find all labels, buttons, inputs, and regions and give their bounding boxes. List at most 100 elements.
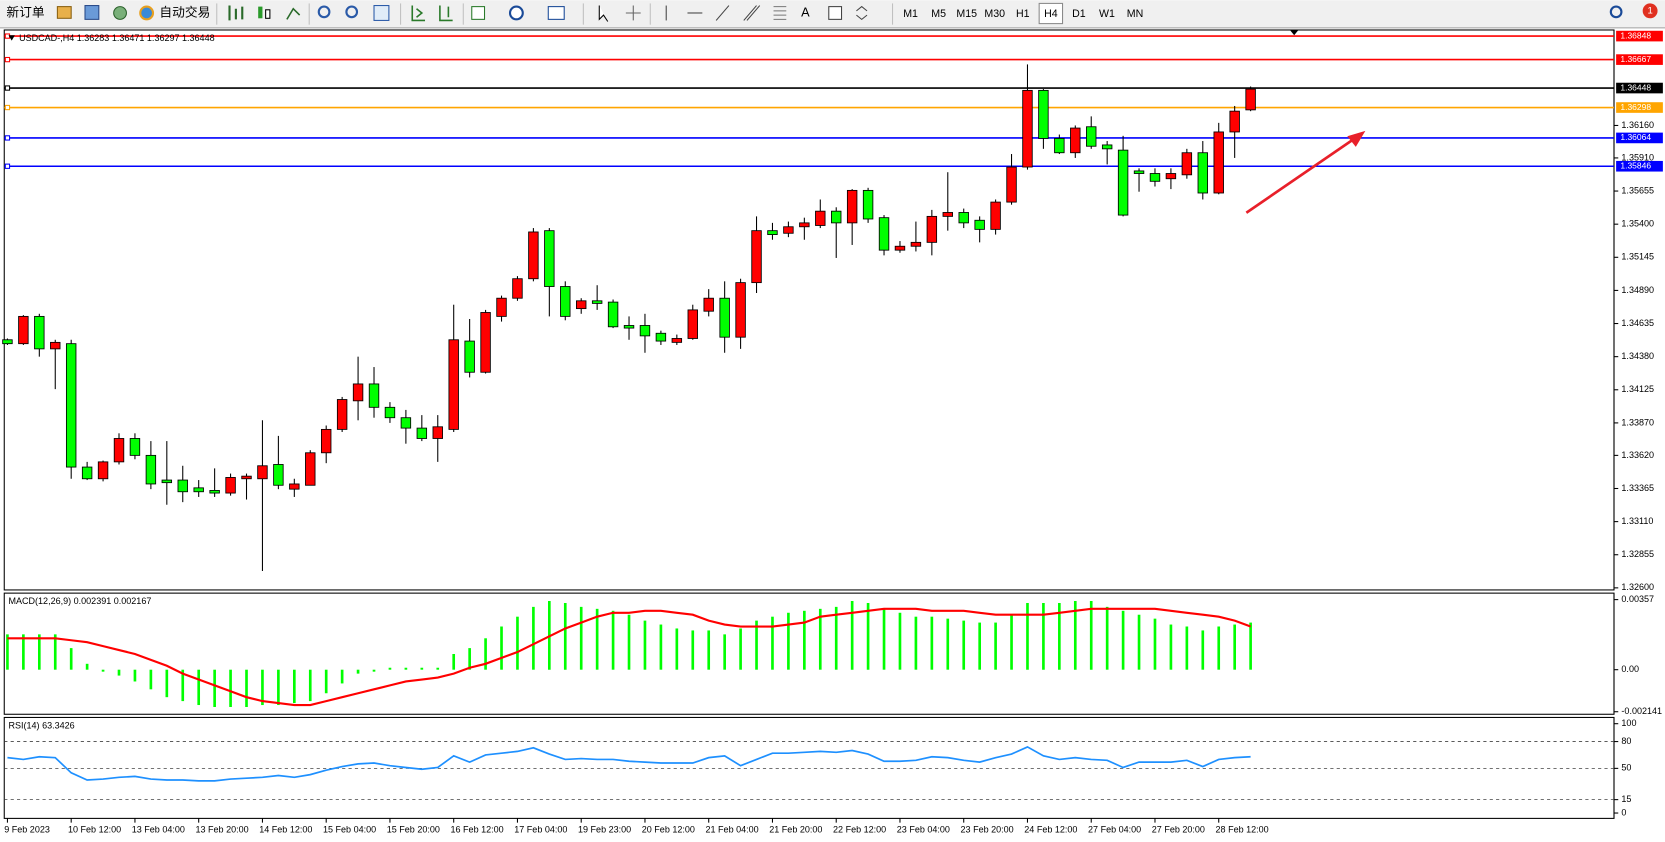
candle-body: [1086, 126, 1097, 147]
notification-badge[interactable]: [1642, 3, 1658, 19]
candle-body: [783, 226, 794, 234]
cursor-icon[interactable]: [598, 5, 609, 22]
candle-body: [241, 475, 252, 480]
icon[interactable]: [113, 6, 127, 20]
channel-icon[interactable]: [743, 5, 761, 21]
new-order-label[interactable]: 新订单: [6, 4, 44, 19]
x-tick-label: 16 Feb 12:00: [451, 824, 504, 834]
y-tick-label: 50: [1621, 763, 1631, 773]
price-level-tag: [1616, 102, 1663, 113]
annotation-arrow: [1245, 135, 1359, 214]
candle-icon[interactable]: [265, 9, 271, 19]
candle-body: [113, 438, 125, 463]
trendline-icon[interactable]: [715, 5, 730, 21]
candle-body: [671, 338, 683, 343]
price-level-handle: [4, 56, 11, 63]
auto-trading-icon[interactable]: [139, 5, 155, 21]
candle-body: [591, 300, 603, 304]
label-icon[interactable]: [828, 6, 843, 20]
x-tick-label: 13 Feb 20:00: [196, 824, 249, 834]
icon[interactable]: [84, 5, 100, 20]
tile-icon[interactable]: [373, 5, 390, 21]
candle-body: [129, 438, 141, 456]
candle-body: [878, 217, 890, 251]
x-tick-label: 19 Feb 23:00: [578, 824, 631, 834]
candle-body: [50, 341, 61, 350]
arrows-icon[interactable]: [856, 5, 868, 21]
timeframe-button[interactable]: D1: [1072, 8, 1086, 20]
search-icon[interactable]: [1609, 5, 1623, 19]
timeframe-button[interactable]: M30: [984, 8, 1005, 20]
auto-trading-label[interactable]: 自动交易: [159, 4, 210, 19]
candle-body: [894, 245, 906, 251]
text-tool[interactable]: A: [801, 4, 810, 19]
period-icon[interactable]: [508, 5, 524, 21]
candle-body: [751, 230, 762, 284]
candle-body: [862, 189, 874, 220]
price-level-label: 1.36298: [1620, 102, 1651, 112]
candle-body: [177, 479, 188, 493]
candle-icon[interactable]: [258, 6, 263, 19]
bar-chart-icon[interactable]: [228, 5, 244, 21]
y-tick-label: 1.34635: [1621, 318, 1654, 328]
x-tick-label: 24 Feb 12:00: [1024, 824, 1077, 834]
candle-body: [846, 189, 858, 224]
candle-body: [257, 465, 268, 480]
x-tick-label: 20 Feb 12:00: [642, 824, 695, 834]
price-level-handle: [4, 135, 11, 141]
y-tick-label: 1.33870: [1621, 417, 1654, 427]
x-tick-label: 22 Feb 12:00: [833, 824, 886, 834]
icon[interactable]: [56, 6, 72, 19]
candle-body: [368, 383, 380, 408]
price-level-label: 1.36448: [1620, 82, 1651, 92]
timeframe-button[interactable]: W1: [1099, 8, 1115, 20]
candle-body: [990, 201, 1001, 230]
price-level-handle: [4, 85, 11, 91]
candle-body: [65, 343, 77, 468]
timeframe-bar: M1 M5 M15 M30 H1 H4 D1 W1 MN: [903, 2, 1144, 25]
scroll-icon[interactable]: [411, 5, 426, 22]
candle-body: [161, 479, 173, 484]
chart-panel: [3, 592, 1615, 715]
indicator-icon[interactable]: [471, 6, 486, 20]
candle-body: [209, 490, 220, 494]
y-tick-label: 1.36160: [1621, 120, 1654, 130]
symbol-marker: [8, 35, 15, 41]
timeframe-button[interactable]: M1: [903, 8, 918, 20]
rsi-line: [7, 745, 1251, 782]
new-order-button[interactable]: 新订单: [6, 4, 44, 19]
candle-body: [1213, 131, 1224, 194]
timeframe-button[interactable]: M5: [931, 8, 946, 20]
candle-body: [97, 461, 109, 480]
template-icon[interactable]: [547, 6, 565, 20]
line-chart-icon[interactable]: [286, 7, 301, 20]
active-timeframe: [1038, 2, 1064, 25]
y-tick-label: 0: [1621, 807, 1626, 817]
candle-body: [1117, 149, 1129, 216]
x-tick-label: 28 Feb 12:00: [1216, 824, 1269, 834]
candle-body: [528, 231, 539, 280]
shift-icon[interactable]: [439, 5, 453, 22]
zoom-out-icon[interactable]: [345, 5, 359, 19]
timeframe-button[interactable]: M15: [956, 8, 977, 20]
y-tick-label: 1.34380: [1621, 351, 1654, 361]
chart-panel: [3, 29, 1615, 591]
price-level-tag: [1616, 132, 1663, 144]
notification-count[interactable]: 1: [1647, 5, 1652, 16]
timeframe-button[interactable]: H4: [1044, 8, 1058, 20]
x-tick-label: 15 Feb 04:00: [323, 824, 376, 834]
price-level-handle: [4, 33, 11, 39]
panel-title: MACD(12,26,9) 0.002391 0.002167: [9, 596, 152, 606]
timeframe-button[interactable]: MN: [1127, 8, 1144, 20]
zoom-in-icon[interactable]: [317, 5, 331, 19]
candle-body: [1054, 138, 1065, 154]
candle-body: [1181, 152, 1193, 176]
candle-body: [384, 406, 396, 419]
y-tick-label: 0.00357: [1621, 594, 1654, 604]
timeframe-button[interactable]: H1: [1016, 8, 1030, 20]
y-tick-label: 100: [1621, 718, 1636, 728]
fibo-icon[interactable]: [773, 6, 787, 20]
x-tick-label: 23 Feb 20:00: [961, 824, 1014, 834]
crosshair-icon[interactable]: [625, 5, 641, 21]
